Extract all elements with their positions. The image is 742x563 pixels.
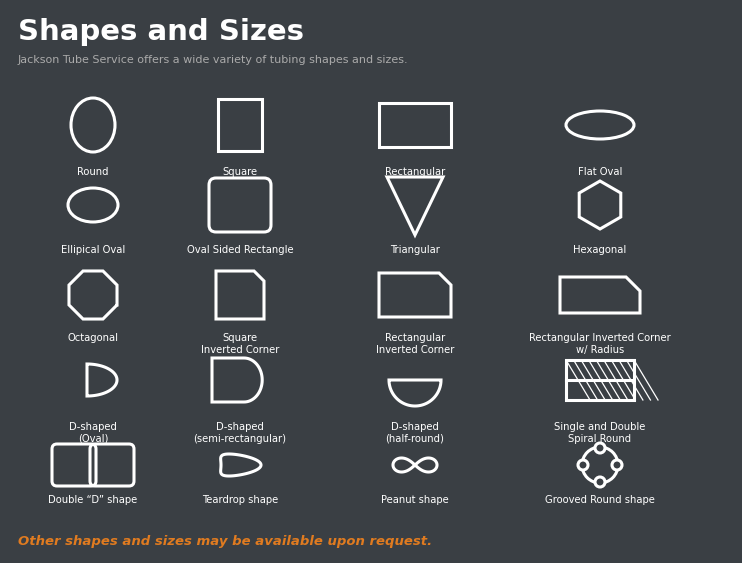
Text: Triangular: Triangular xyxy=(390,245,440,255)
Text: Peanut shape: Peanut shape xyxy=(381,495,449,505)
Text: D-shaped
(half-round): D-shaped (half-round) xyxy=(386,422,444,444)
Text: Rectangular
Inverted Corner: Rectangular Inverted Corner xyxy=(375,333,454,355)
Text: D-shaped
(semi-rectangular): D-shaped (semi-rectangular) xyxy=(194,422,286,444)
Ellipse shape xyxy=(595,477,605,487)
Text: Octagonal: Octagonal xyxy=(68,333,119,343)
Bar xyxy=(379,103,451,147)
Ellipse shape xyxy=(595,443,605,453)
Text: Single and Double
Spiral Round: Single and Double Spiral Round xyxy=(554,422,646,444)
Bar xyxy=(218,99,262,151)
Text: Oval Sided Rectangle: Oval Sided Rectangle xyxy=(187,245,293,255)
Text: Teardrop shape: Teardrop shape xyxy=(202,495,278,505)
Text: Other shapes and sizes may be available upon request.: Other shapes and sizes may be available … xyxy=(18,535,432,548)
Text: Hexagonal: Hexagonal xyxy=(574,245,627,255)
Text: Grooved Round shape: Grooved Round shape xyxy=(545,495,655,505)
Text: Round: Round xyxy=(77,167,109,177)
Ellipse shape xyxy=(612,460,622,470)
Text: Rectangular: Rectangular xyxy=(385,167,445,177)
Text: Square
Inverted Corner: Square Inverted Corner xyxy=(201,333,279,355)
Bar xyxy=(566,360,634,400)
Ellipse shape xyxy=(578,460,588,470)
Text: Double “D” shape: Double “D” shape xyxy=(48,495,137,505)
Text: Ellipical Oval: Ellipical Oval xyxy=(61,245,125,255)
Text: Jackson Tube Service offers a wide variety of tubing shapes and sizes.: Jackson Tube Service offers a wide varie… xyxy=(18,55,409,65)
Text: Square: Square xyxy=(223,167,257,177)
Text: Flat Oval: Flat Oval xyxy=(578,167,623,177)
Text: Shapes and Sizes: Shapes and Sizes xyxy=(18,18,304,46)
Text: Rectangular Inverted Corner
w/ Radius: Rectangular Inverted Corner w/ Radius xyxy=(529,333,671,355)
Text: D-shaped
(Oval): D-shaped (Oval) xyxy=(69,422,117,444)
